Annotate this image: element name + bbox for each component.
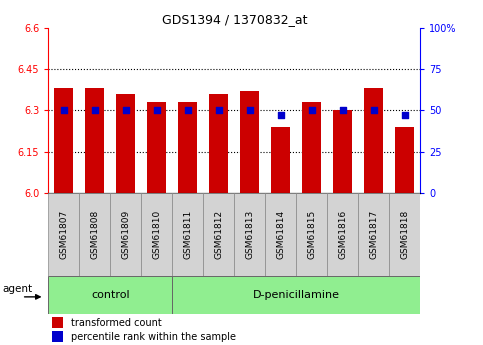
- Point: [153, 108, 161, 113]
- Bar: [48, 276, 172, 314]
- Bar: [364, 88, 383, 193]
- Bar: [55, 88, 73, 193]
- Title: GDS1394 / 1370832_at: GDS1394 / 1370832_at: [161, 13, 307, 27]
- Bar: [85, 88, 104, 193]
- Bar: [172, 193, 203, 276]
- Bar: [141, 193, 172, 276]
- Bar: [396, 127, 414, 193]
- Bar: [389, 193, 420, 276]
- Bar: [241, 91, 259, 193]
- Point: [122, 108, 129, 113]
- Text: GSM61808: GSM61808: [90, 210, 99, 259]
- Bar: [234, 193, 265, 276]
- Point: [91, 108, 99, 113]
- Bar: [52, 317, 63, 328]
- Bar: [147, 102, 166, 193]
- Point: [277, 112, 284, 118]
- Point: [308, 108, 315, 113]
- Point: [184, 108, 192, 113]
- Point: [60, 108, 68, 113]
- Point: [370, 108, 378, 113]
- Text: agent: agent: [2, 284, 32, 294]
- Text: GSM61812: GSM61812: [214, 210, 223, 259]
- Point: [215, 108, 223, 113]
- Text: control: control: [91, 290, 129, 300]
- Text: GSM61810: GSM61810: [152, 210, 161, 259]
- Bar: [79, 193, 110, 276]
- Text: D-penicillamine: D-penicillamine: [253, 290, 340, 300]
- Text: GSM61815: GSM61815: [307, 210, 316, 259]
- Bar: [333, 110, 352, 193]
- Text: GSM61807: GSM61807: [59, 210, 68, 259]
- Bar: [172, 276, 420, 314]
- Text: GSM61816: GSM61816: [338, 210, 347, 259]
- Bar: [302, 102, 321, 193]
- Bar: [265, 193, 296, 276]
- Bar: [48, 193, 79, 276]
- Point: [246, 108, 254, 113]
- Bar: [203, 193, 234, 276]
- Bar: [116, 94, 135, 193]
- Text: GSM61814: GSM61814: [276, 210, 285, 259]
- Bar: [358, 193, 389, 276]
- Text: percentile rank within the sample: percentile rank within the sample: [71, 332, 236, 342]
- Bar: [110, 193, 142, 276]
- Text: GSM61818: GSM61818: [400, 210, 409, 259]
- Bar: [52, 331, 63, 342]
- Bar: [179, 102, 197, 193]
- Text: GSM61809: GSM61809: [121, 210, 130, 259]
- Bar: [327, 193, 358, 276]
- Bar: [271, 127, 290, 193]
- Point: [339, 108, 347, 113]
- Point: [401, 112, 409, 118]
- Text: GSM61813: GSM61813: [245, 210, 254, 259]
- Text: GSM61811: GSM61811: [183, 210, 192, 259]
- Bar: [296, 193, 327, 276]
- Bar: [210, 94, 228, 193]
- Text: GSM61817: GSM61817: [369, 210, 378, 259]
- Text: transformed count: transformed count: [71, 318, 161, 328]
